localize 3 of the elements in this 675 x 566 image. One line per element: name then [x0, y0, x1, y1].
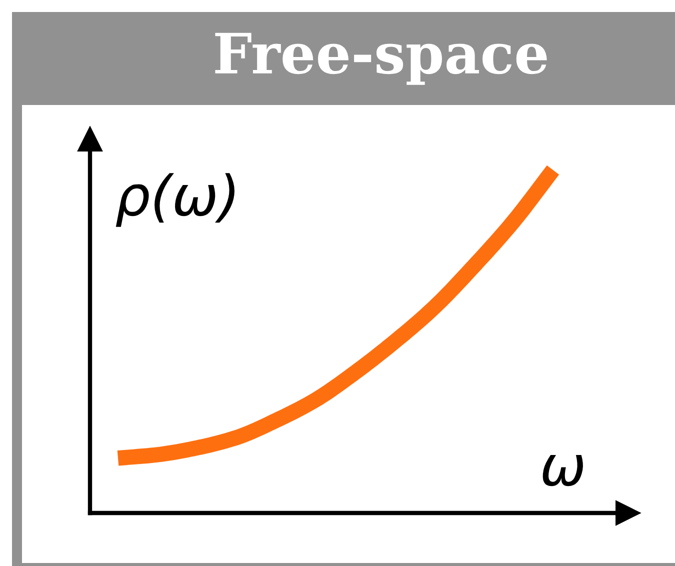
y-axis-title: ρ(ω): [116, 173, 234, 227]
chart-title: Free-space: [215, 32, 547, 85]
x-axis-title: ω: [542, 454, 583, 486]
